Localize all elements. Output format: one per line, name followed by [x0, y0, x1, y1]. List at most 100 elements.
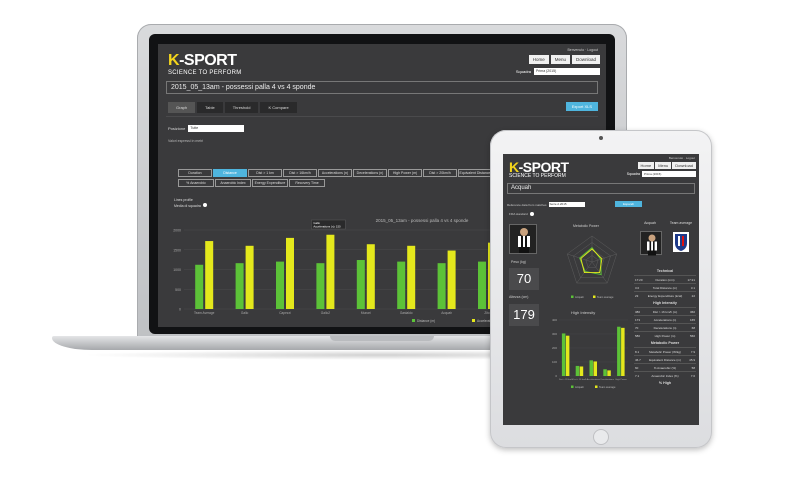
metric-button[interactable]: Dist > 20km/h: [423, 169, 457, 177]
metric-button[interactable]: Recovery Time: [289, 179, 325, 187]
home-button[interactable]: [593, 429, 609, 445]
logo-text: -SPORT: [179, 52, 237, 69]
height-value: 179: [509, 304, 539, 326]
x-tick-label: Zito: [484, 311, 490, 315]
bar: [447, 250, 456, 309]
nav-menu-button[interactable]: Menu: [655, 162, 672, 169]
expand-button[interactable]: Espandi: [615, 201, 642, 207]
top-nav: Home Menu Download: [528, 55, 600, 64]
x-tick-label: Gallo2: [321, 311, 330, 315]
metric-name: % Anaerobic (%): [653, 365, 677, 370]
user-info[interactable]: Benvenuto · Logout: [668, 156, 695, 160]
x-tick-label: Gastaldo: [400, 311, 413, 315]
table-section-title: Technical: [656, 269, 674, 273]
player-silhouette-icon: [518, 228, 530, 253]
tab-graph[interactable]: Graph: [168, 102, 196, 113]
metric-button[interactable]: Distance: [213, 169, 247, 177]
height-label: Altezza (cm): [509, 295, 529, 299]
team-value: 165: [689, 317, 695, 322]
team-value: 560: [689, 333, 695, 338]
lines-profile-toggle[interactable]: Lines profile: [174, 197, 207, 203]
x-tick-label: Acquah: [441, 311, 452, 315]
brand-tagline: SCIENCE TO PERFORM: [509, 173, 566, 179]
metric-button[interactable]: Anaerobic Index: [215, 179, 251, 187]
metric-name: Decelerations (n): [653, 325, 677, 330]
tab-table[interactable]: Table: [197, 102, 223, 113]
metric-button[interactable]: Equivalent Distance: [458, 169, 492, 177]
table-section-title: High Intensity: [653, 301, 677, 305]
metric-button[interactable]: Dist > 16km/h: [283, 169, 317, 177]
squad-selector: Squadra Prima (2015): [516, 68, 600, 75]
bar: [235, 263, 244, 309]
squad-select[interactable]: Prima (2015): [642, 171, 696, 177]
nav-menu-button[interactable]: Menu: [550, 55, 570, 64]
legend-swatch: [412, 319, 415, 322]
bar: [205, 241, 214, 309]
team-value: 7.9: [690, 349, 695, 354]
player-value: 3.0: [635, 285, 640, 290]
legend-label: Team average: [599, 385, 616, 389]
legend-swatch: [472, 319, 475, 322]
metric-button[interactable]: Accelerations (n): [318, 169, 352, 177]
brand-logo[interactable]: K-SPORT: [509, 159, 569, 175]
table-row: 3.0 Total Distance (m) 3.1: [634, 283, 696, 291]
radar-series: [580, 248, 603, 273]
nav-home-button[interactable]: Home: [637, 162, 655, 169]
stats-table: Technical 17:20 Duration (min) 17:21 3.0 Tota…: [634, 267, 696, 387]
x-tick-label: Gallo: [241, 311, 249, 315]
x-tick-label: Team Average: [194, 311, 215, 315]
metric-name: Anaerobic Index (%): [651, 373, 679, 378]
units-note: Valori espressi in metri: [168, 139, 204, 143]
squad-label: Squadra: [515, 69, 531, 74]
brand-tagline: SCIENCE TO PERFORM: [168, 70, 242, 76]
team-value: 45.9: [689, 357, 695, 362]
metric-name: Metabolic Power (W/kg): [649, 349, 681, 354]
bar: [593, 361, 597, 376]
bar: [245, 245, 254, 309]
player-name: Acquah: [507, 183, 695, 194]
metric-button[interactable]: Energy Expenditure: [252, 179, 288, 187]
divider: [166, 116, 598, 117]
tab-threshold[interactable]: Threshold: [224, 102, 259, 113]
metric-button[interactable]: Decelerations (n): [353, 169, 387, 177]
nav-download-button[interactable]: Download: [571, 55, 600, 64]
session-title: 2015_05_13am - possessi palla 4 vs 4 spo…: [166, 81, 598, 94]
y-tick-label: 400: [552, 318, 557, 322]
legend-label: Acquah: [575, 385, 584, 389]
legend-label: Distance (m): [417, 319, 435, 323]
tab-k-compare[interactable]: K Compare: [260, 102, 297, 113]
metric-button[interactable]: High Power (m): [388, 169, 422, 177]
team-average-toggle[interactable]: Media di squadra: [174, 203, 207, 209]
tooltip-box: [311, 219, 346, 230]
laptop-shadow: [80, 350, 680, 360]
bar: [407, 245, 416, 309]
team-value: 3.1: [690, 285, 695, 290]
y-tick-label: 1500: [173, 248, 181, 252]
bar: [561, 333, 566, 376]
bar: [195, 264, 204, 309]
metric-name: Duration (min): [655, 277, 675, 282]
fifa-toggle[interactable]: FIFA standard: [509, 212, 534, 217]
nav-home-button[interactable]: Home: [528, 55, 549, 64]
metric-button[interactable]: % Anaerobic: [178, 179, 214, 187]
y-tick-label: 100: [552, 360, 557, 364]
player-photo: [509, 224, 537, 254]
metric-button[interactable]: Dist > 1 km: [248, 169, 282, 177]
user-info[interactable]: Benvenuto · Logout: [567, 48, 598, 52]
reference-select[interactable]: Serie A 2015: [548, 202, 585, 207]
tooltip-title: Gallo: [313, 221, 320, 225]
view-tabs: Graph Table Threshold K Compare: [168, 102, 297, 113]
metabolic-radar-chart: Acquah Team average: [567, 235, 617, 299]
export-xls-button[interactable]: Export XLS: [565, 102, 598, 111]
squad-select[interactable]: Prima (2015): [534, 68, 600, 75]
bar: [565, 335, 570, 376]
nav-download-button[interactable]: Download: [672, 162, 696, 169]
legend-label: Acquah: [575, 295, 584, 299]
y-tick-label: 0: [179, 308, 181, 312]
brand-logo[interactable]: K-SPORT: [168, 52, 237, 70]
position-select[interactable]: Tutte: [188, 125, 245, 132]
toggle-dot-icon: [529, 212, 534, 217]
metric-name: Dist > 16 km/h (m): [652, 309, 678, 314]
metric-button[interactable]: Duration: [178, 169, 212, 177]
